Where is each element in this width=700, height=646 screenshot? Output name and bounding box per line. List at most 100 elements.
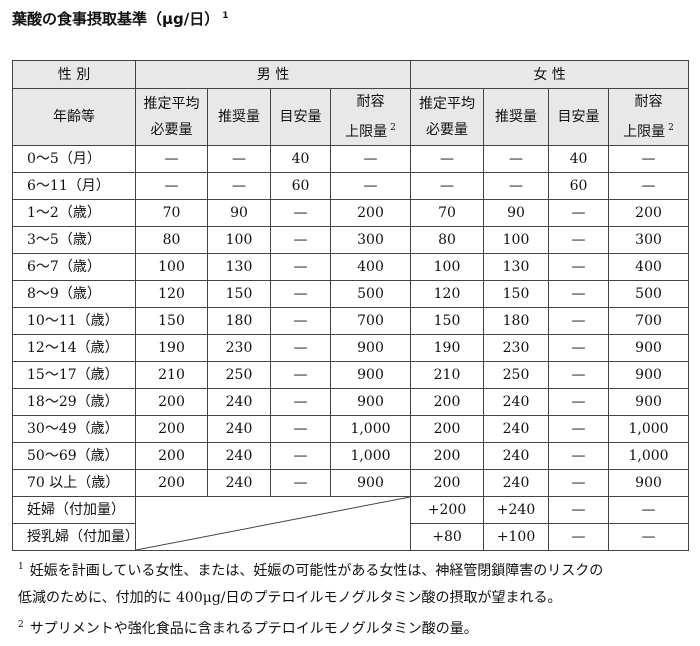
value-cell: 240 — [483, 388, 550, 416]
header-cell: 目安量 — [548, 88, 610, 146]
header-cell: 推定平均 必要量 — [410, 88, 485, 146]
value-cell: +240 — [483, 496, 550, 524]
value-cell: — — [548, 280, 610, 308]
value-cell: 200 — [410, 415, 485, 443]
value-cell: — — [410, 172, 485, 200]
value-cell: 200 — [135, 388, 208, 416]
data-row: 70 以上（歳） 200 240—900 200 240—900 — [12, 469, 690, 497]
value-cell: 80 — [135, 226, 208, 254]
value-cell: 1,000 — [608, 415, 690, 443]
value-cell: 60 — [270, 172, 331, 200]
data-row: 6～11（月） — —60— — —60— — [12, 172, 690, 200]
value-cell: — — [608, 172, 690, 200]
header-text: 上限量 — [623, 124, 666, 140]
value-cell: — — [548, 442, 610, 470]
value-cell: — — [548, 388, 610, 416]
value-cell: 180 — [483, 307, 550, 335]
footnote-line: 1 妊娠を計画している女性、または、妊娠の可能性がある女性は、神経管閉鎖障害のリス… — [18, 554, 603, 585]
row-label: 6～11（月） — [12, 172, 136, 200]
header-line: 必要量 — [136, 117, 207, 143]
value-cell: 200 — [410, 388, 485, 416]
value-cell: — — [135, 145, 208, 173]
header-line: 推定平均 — [136, 91, 207, 117]
header-line: 目安量 — [549, 104, 608, 130]
value-cell: — — [548, 307, 610, 335]
value-cell: 500 — [329, 280, 412, 308]
row-label: 3～5（歳） — [12, 226, 136, 254]
value-cell: 130 — [207, 253, 271, 281]
value-cell: — — [608, 496, 690, 524]
header-text: 推奨量 — [495, 109, 538, 125]
header-text: 上限量 — [345, 124, 388, 140]
value-cell: — — [410, 145, 485, 173]
value-cell: 130 — [483, 253, 550, 281]
value-cell: 90 — [207, 199, 271, 227]
value-cell: 1,000 — [608, 442, 690, 470]
value-cell: 210 — [135, 361, 208, 389]
value-cell: 500 — [608, 280, 690, 308]
value-cell: +80 — [410, 523, 485, 551]
value-cell: 70 — [135, 199, 208, 227]
value-cell: 900 — [329, 361, 412, 389]
value-cell: 200 — [135, 442, 208, 470]
value-cell: 900 — [608, 388, 690, 416]
value-cell: — — [207, 145, 271, 173]
header-cell: 性 別 — [12, 60, 136, 89]
data-row: 12～14（歳） 190 230—900 190 230—900 — [12, 334, 690, 362]
value-cell: 240 — [207, 469, 271, 497]
header-line: 耐容 — [331, 89, 410, 115]
header-line: 推定平均 — [411, 91, 483, 117]
value-cell: 900 — [329, 334, 412, 362]
supplement-row: 授乳婦（付加量） +80 +100— — — [12, 523, 690, 551]
header-note: 2 — [668, 123, 674, 133]
header-text: 推奨量 — [218, 109, 260, 125]
header-line: 上限量 2 — [609, 115, 688, 145]
value-cell: 240 — [207, 388, 271, 416]
value-cell: — — [548, 334, 610, 362]
header-cell: 耐容上限量 2 — [329, 88, 412, 146]
row-label: 12～14（歳） — [12, 334, 136, 362]
footnote-mark: 2 — [18, 620, 24, 630]
row-label: 10～11（歳） — [12, 307, 136, 335]
value-cell: 120 — [135, 280, 208, 308]
value-cell: 190 — [410, 334, 485, 362]
title-text: 葉酸の食事摂取基準（μg/日） — [12, 10, 220, 28]
data-row: 15～17（歳） 210 250—900 210 250—900 — [12, 361, 690, 389]
value-cell: 100 — [410, 253, 485, 281]
value-cell: 150 — [135, 307, 208, 335]
header-cell: 女 性 — [410, 60, 690, 89]
value-cell: 90 — [483, 199, 550, 227]
value-cell: 150 — [410, 307, 485, 335]
header-text: 耐容 — [634, 94, 663, 110]
value-cell: 240 — [483, 469, 550, 497]
header-line: 推奨量 — [484, 104, 548, 130]
value-cell: 250 — [207, 361, 271, 389]
header-line: 目安量 — [271, 104, 330, 130]
value-cell: — — [270, 334, 331, 362]
value-cell: 700 — [329, 307, 412, 335]
header-line: 推奨量 — [208, 104, 270, 130]
row-label: 8～9（歳） — [12, 280, 136, 308]
value-cell: — — [548, 199, 610, 227]
header-note: 2 — [390, 123, 396, 133]
header-cell: 目安量 — [270, 88, 331, 146]
value-cell: — — [329, 145, 412, 173]
footnote-line: 2 サプリメントや強化食品に含まれるプテロイルモノグルタミン酸の量。 — [18, 612, 603, 643]
value-cell: — — [548, 469, 610, 497]
value-cell: 900 — [608, 469, 690, 497]
intake-table: 性 別 男 性 女 性 年齢等 推定平均 必要量 推奨量 目安量 耐容 上限量 2 推定平均必… — [12, 60, 690, 551]
value-cell: 200 — [410, 442, 485, 470]
header-cell: 年齢等 — [12, 88, 136, 146]
value-cell: 240 — [483, 442, 550, 470]
value-cell: 400 — [608, 253, 690, 281]
value-cell: — — [207, 172, 271, 200]
value-cell: 900 — [608, 334, 690, 362]
value-cell: 240 — [483, 415, 550, 443]
row-label: 50～69（歳） — [12, 442, 136, 470]
header-line: 上限量 2 — [331, 115, 410, 145]
value-cell: — — [548, 523, 610, 551]
header-cell: 耐容上限量 2 — [608, 88, 690, 146]
header-text: 耐容 — [356, 94, 385, 110]
